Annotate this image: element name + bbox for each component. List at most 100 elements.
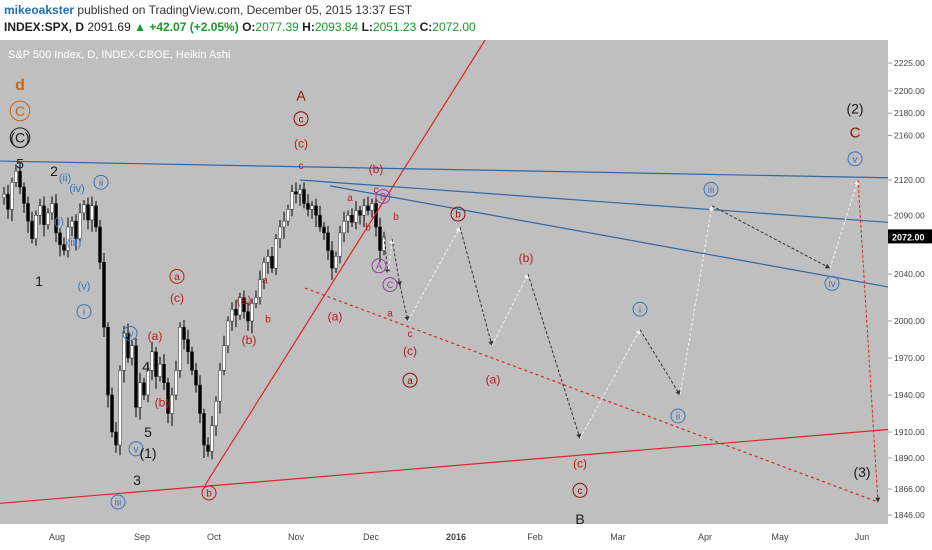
- candle-body: [246, 311, 250, 322]
- candle-body: [258, 279, 262, 298]
- candle-body: [6, 193, 10, 210]
- wave-label: b: [365, 223, 371, 234]
- candle-body: [314, 205, 318, 216]
- candle-body: [262, 262, 266, 281]
- wave-label-ring: [382, 277, 398, 293]
- last-price: 2091.69: [87, 20, 131, 34]
- y-tick-label: 1970.00: [894, 353, 925, 363]
- symbol-label: INDEX:SPX, D: [4, 20, 85, 34]
- wave-label-ring: [169, 268, 185, 284]
- price-chart[interactable]: dC(C)5 2 (ii)(iv) ii(i)(iii)1 (v)iiv4(a)(b)5…: [0, 40, 932, 550]
- wave-label: v: [134, 444, 139, 455]
- candle-body: [22, 186, 26, 204]
- candle-body: [346, 215, 350, 222]
- change-arrow: ▲: [134, 20, 146, 34]
- candle-body: [122, 333, 126, 371]
- wave-label: (2): [846, 101, 863, 117]
- wave-label-ring: [122, 325, 138, 341]
- wave-label: c: [299, 114, 304, 125]
- wave-label-ring: [76, 304, 92, 320]
- candle-body: [354, 210, 358, 223]
- candle-body: [138, 382, 142, 408]
- chart-header: mikeoakster published on TradingView.com…: [0, 0, 932, 40]
- wave-label: (v): [78, 281, 91, 293]
- candle-body: [62, 244, 66, 251]
- candle-body: [334, 256, 338, 269]
- x-tick-label: Sep: [134, 532, 150, 542]
- wave-label: C: [15, 103, 25, 119]
- y-axis-panel: [888, 40, 932, 524]
- candle-body: [114, 431, 118, 446]
- candle-body: [222, 345, 226, 371]
- candle-body: [274, 238, 278, 269]
- candle-body: [46, 212, 50, 225]
- wave-label: 5: [16, 155, 24, 171]
- plot-background: [0, 40, 888, 524]
- candle-body: [254, 297, 258, 304]
- candle-body: [126, 333, 130, 359]
- wave-label: (c): [294, 137, 308, 151]
- wave-label-ring: [572, 482, 588, 498]
- projection-segment: [459, 226, 494, 347]
- wave-label: (b): [155, 396, 170, 410]
- wave-label: 1: [35, 273, 43, 289]
- wave-label: (b): [242, 333, 257, 347]
- projection-layer: [383, 179, 881, 503]
- quote-line: INDEX:SPX, D 2091.69 ▲ +42.07 (+2.05%) O…: [4, 20, 476, 34]
- x-axis: Aug Sep Oct Nov Dec 2016 Feb Mar Apr May Jun: [49, 532, 869, 542]
- candle-body: [10, 182, 14, 210]
- y-tick-label: 2200.00: [894, 86, 925, 96]
- candle-body: [250, 303, 254, 322]
- candle-body: [226, 320, 230, 346]
- wave-label-ring: [201, 485, 217, 501]
- wave-label: ii: [676, 412, 680, 423]
- wave-label: iv: [828, 279, 835, 290]
- candle-body: [150, 351, 154, 371]
- projection-segment: [399, 285, 410, 322]
- wave-label: b: [455, 210, 461, 221]
- candle-body: [282, 220, 286, 228]
- trendline: [329, 185, 889, 288]
- candle-body: [298, 189, 302, 195]
- trendline: [204, 40, 486, 486]
- candle-body: [234, 309, 238, 316]
- candle-body: [50, 203, 54, 214]
- wave-label: c: [299, 161, 304, 172]
- projection-segment: [391, 238, 402, 287]
- wave-label: a: [347, 193, 353, 204]
- wave-label: (a): [486, 372, 501, 386]
- wave-label: iii: [708, 185, 715, 196]
- projection-segment: [491, 273, 529, 346]
- candle-body: [202, 413, 206, 446]
- candle-body: [302, 189, 306, 204]
- wave-label: iii: [115, 498, 122, 509]
- y-tick-label: 2040.00: [894, 269, 925, 279]
- candle-body: [174, 370, 178, 396]
- candle-body: [186, 339, 190, 353]
- candle-body: [2, 193, 6, 198]
- chart-title: S&P 500 Index, D, INDEX-CBOE, Heikin Ash…: [8, 49, 231, 61]
- wave-label-ring: [847, 151, 863, 167]
- wave-label-ring: [110, 494, 126, 510]
- candle-body: [206, 444, 210, 452]
- wave-label: b: [393, 212, 399, 223]
- publish-info: published on TradingView.com, December 0…: [77, 3, 413, 17]
- y-axis: 2225.00 2200.00 2180.00 2160.00 2120.00 2090.…: [888, 58, 932, 520]
- candle-body: [238, 297, 242, 316]
- candle-body: [242, 297, 246, 312]
- wave-label-ring: [375, 188, 391, 204]
- projection-segment: [711, 205, 831, 269]
- wave-label: A: [296, 87, 306, 103]
- projection-segment: [407, 226, 461, 322]
- close-label: C:: [419, 20, 433, 34]
- wave-label-ring: [293, 111, 309, 127]
- wave-label: B: [575, 511, 584, 527]
- wave-label: (a): [148, 329, 163, 343]
- projection-segment: [383, 236, 391, 275]
- author-link[interactable]: mikeoakster: [4, 3, 75, 17]
- candle-body: [190, 351, 194, 371]
- y-tick-label: 2000.00: [894, 316, 925, 326]
- wave-label: c: [374, 185, 379, 196]
- wave-label-ring: [632, 301, 648, 317]
- candle-body: [210, 425, 214, 452]
